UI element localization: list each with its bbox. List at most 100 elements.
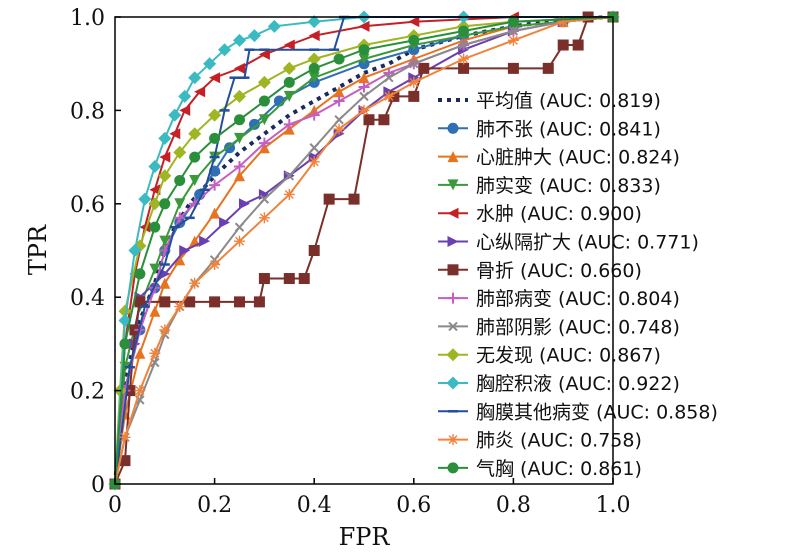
series-3-point-3 (149, 263, 161, 275)
series-10-point-7 (178, 89, 192, 103)
series-9-point-12 (307, 52, 321, 66)
legend-label: 肺实变 (AUC: 0.833) (476, 175, 661, 197)
series-8-point-15 (409, 58, 419, 69)
series-6-point-19 (408, 90, 420, 102)
legend-marker (446, 348, 460, 362)
x-tick-label: 0 (108, 493, 122, 518)
series-10-point-1 (118, 314, 132, 328)
series-10-point-10 (218, 43, 232, 57)
legend-marker (447, 179, 459, 191)
series-5-point-8 (238, 198, 250, 210)
series-6-point-25 (572, 39, 584, 51)
x-tick-label: 1.0 (596, 493, 631, 518)
plot-frame (114, 16, 614, 485)
legend-marker (447, 207, 459, 219)
series-8-point-12 (334, 115, 344, 125)
series-7-point-8 (234, 160, 245, 172)
series-13-point-11 (308, 62, 320, 74)
series-12-point-8 (234, 235, 245, 247)
series-8-point-8 (234, 222, 245, 232)
series-13-point-7 (209, 132, 221, 144)
legend-label: 气胸 (AUC: 0.861) (476, 458, 642, 480)
legend-item: 肺实变 (AUC: 0.833) (438, 175, 661, 197)
series-2-point-8 (234, 170, 245, 182)
y-tick-label: 0.4 (70, 286, 105, 311)
series-4-point-5 (159, 151, 171, 163)
series-4-point-7 (179, 104, 191, 116)
legend-item: 心脏肿大 (AUC: 0.824) (438, 147, 680, 169)
series-12-point-1 (119, 431, 131, 443)
series-3-point-8 (234, 132, 245, 144)
series-12-point-13 (358, 104, 370, 116)
series-6-point-17 (378, 114, 390, 126)
legend-item: 胸膜其他病变 (AUC: 0.858) (438, 401, 718, 423)
series-9-point-2 (118, 304, 132, 318)
x-axis-title: FPR (339, 523, 391, 551)
series-7-point-5 (174, 212, 186, 224)
series-4-point-4 (149, 184, 161, 196)
series-8-point-9 (259, 194, 270, 204)
axis-ticks: 00 0.2 0.2 0.4 0.4 0.6 0.6 0.8 0.8 1.0 1.0 (70, 6, 631, 518)
series-12 (109, 11, 619, 490)
legend-item: 无发现 (AUC: 0.867) (438, 345, 661, 367)
series-13-point-12 (333, 53, 345, 65)
y-axis-title: TPR (24, 224, 52, 275)
series-12-point-4 (159, 324, 171, 336)
series-10-point-6 (168, 108, 182, 122)
legend-marker (447, 462, 459, 474)
series-13-point-15 (458, 25, 470, 37)
legend-label: 肺部病变 (AUC: 0.804) (476, 288, 680, 310)
series-13-point-9 (258, 95, 270, 107)
legend-item: 水肿 (AUC: 0.900) (438, 203, 642, 225)
series-7-point-10 (283, 118, 295, 130)
x-tick-label: 0.6 (396, 493, 431, 518)
series-5-point-7 (219, 216, 231, 228)
legend-label: 水肿 (AUC: 0.900) (476, 203, 642, 225)
series-2-point-5 (174, 254, 186, 266)
series-12-point-6 (189, 277, 201, 289)
series-6-point-1 (119, 455, 131, 467)
legend-label: 肺部阴影 (AUC: 0.748) (476, 316, 680, 338)
series-10-point-8 (188, 71, 202, 85)
series-6-point-10 (258, 273, 270, 285)
y-tick-label: 1.0 (70, 6, 105, 31)
series-13-point-8 (234, 114, 245, 126)
legend: 平均值 (AUC: 0.819) 肺不张 (AUC: 0.841) 心脏肿大 (AU… (438, 90, 718, 480)
y-tick-label: 0.2 (70, 380, 105, 405)
series-12-point-10 (283, 188, 295, 200)
series-3-point-11 (308, 72, 320, 84)
series-9-point-11 (282, 61, 296, 75)
series-5-line (114, 16, 614, 485)
legend-marker (447, 264, 459, 276)
series-12-point-18 (557, 16, 569, 28)
series-6-point-20 (418, 62, 430, 74)
series-3-point-9 (258, 114, 270, 126)
series-10-point-12 (247, 29, 261, 43)
series-6-point-13 (308, 245, 320, 256)
series-4-point-9 (209, 72, 221, 84)
legend-label: 肺炎 (AUC: 0.758) (476, 430, 642, 452)
series-4-point-12 (283, 39, 295, 51)
series-2-point-3 (149, 305, 161, 317)
series-12-point-17 (507, 34, 519, 46)
series-6-point-14 (323, 193, 335, 205)
legend-label: 平均值 (AUC: 0.819) (476, 90, 661, 112)
series-2-point-7 (209, 207, 221, 219)
series-6-point-4 (134, 296, 146, 308)
series-12-point-11 (308, 156, 320, 168)
series-12-point-9 (258, 212, 270, 224)
legend-label: 骨折 (AUC: 0.660) (476, 260, 642, 282)
legend-item: 心纵隔扩大 (AUC: 0.771) (438, 232, 699, 254)
y-tick-label: 0.8 (70, 99, 105, 124)
series-6-point-11 (283, 273, 295, 285)
x-tick-label: 0.4 (297, 493, 332, 518)
x-tick-label: 0.8 (496, 493, 531, 518)
legend-marker (447, 236, 459, 247)
legend-marker (447, 292, 459, 304)
series-6-point-9 (253, 296, 265, 308)
series-12-point-2 (134, 385, 146, 397)
legend-marker (447, 434, 459, 446)
series-5-point-5 (179, 245, 191, 256)
series-8-point-10 (284, 171, 295, 181)
series-10 (108, 10, 620, 491)
